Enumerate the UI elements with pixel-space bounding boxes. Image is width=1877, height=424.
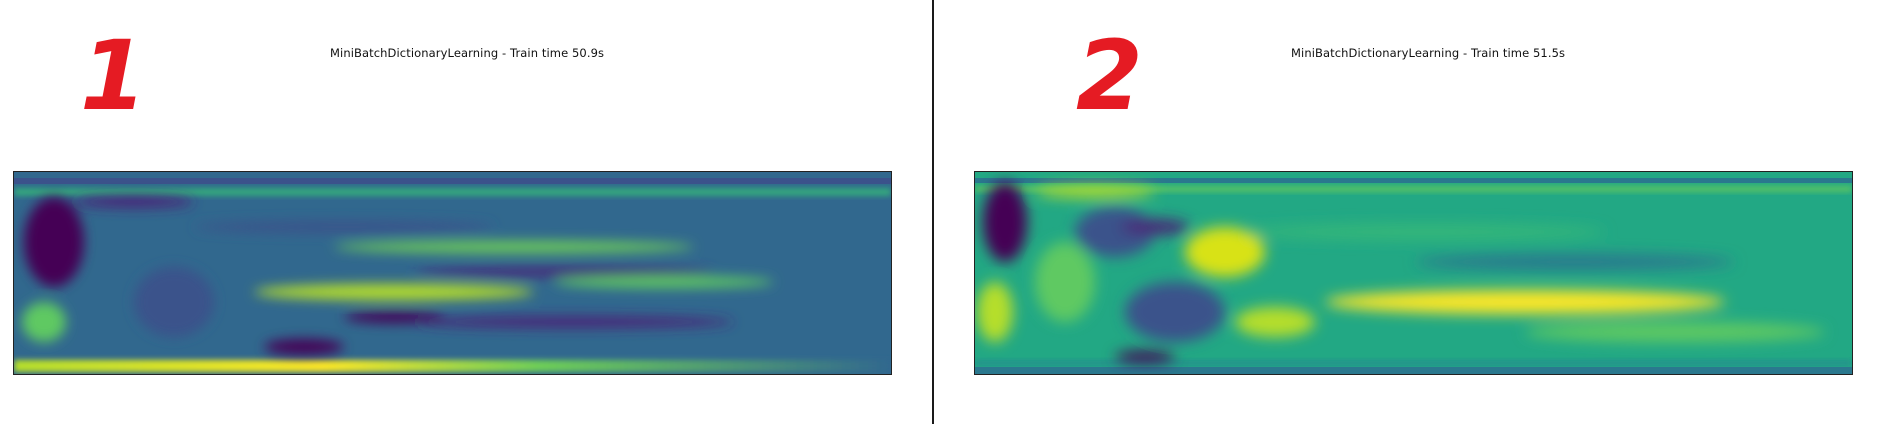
flow-field-image-2 [975,172,1852,374]
handwritten-label-2: 2 [1076,20,1143,132]
panel-divider [932,0,934,424]
figure-panel-2: 2 MiniBatchDictionaryLearning - Train ti… [936,0,1877,424]
figure-panel-1: 1 MiniBatchDictionaryLearning - Train ti… [0,0,932,424]
plot-title-1: MiniBatchDictionaryLearning - Train time… [330,46,605,60]
heatmap-image-1 [13,171,892,375]
handwritten-label-1: 1 [80,20,147,132]
heatmap-image-2 [974,171,1853,375]
flow-field-image-1 [14,172,891,374]
plot-title-2: MiniBatchDictionaryLearning - Train time… [1291,46,1566,60]
